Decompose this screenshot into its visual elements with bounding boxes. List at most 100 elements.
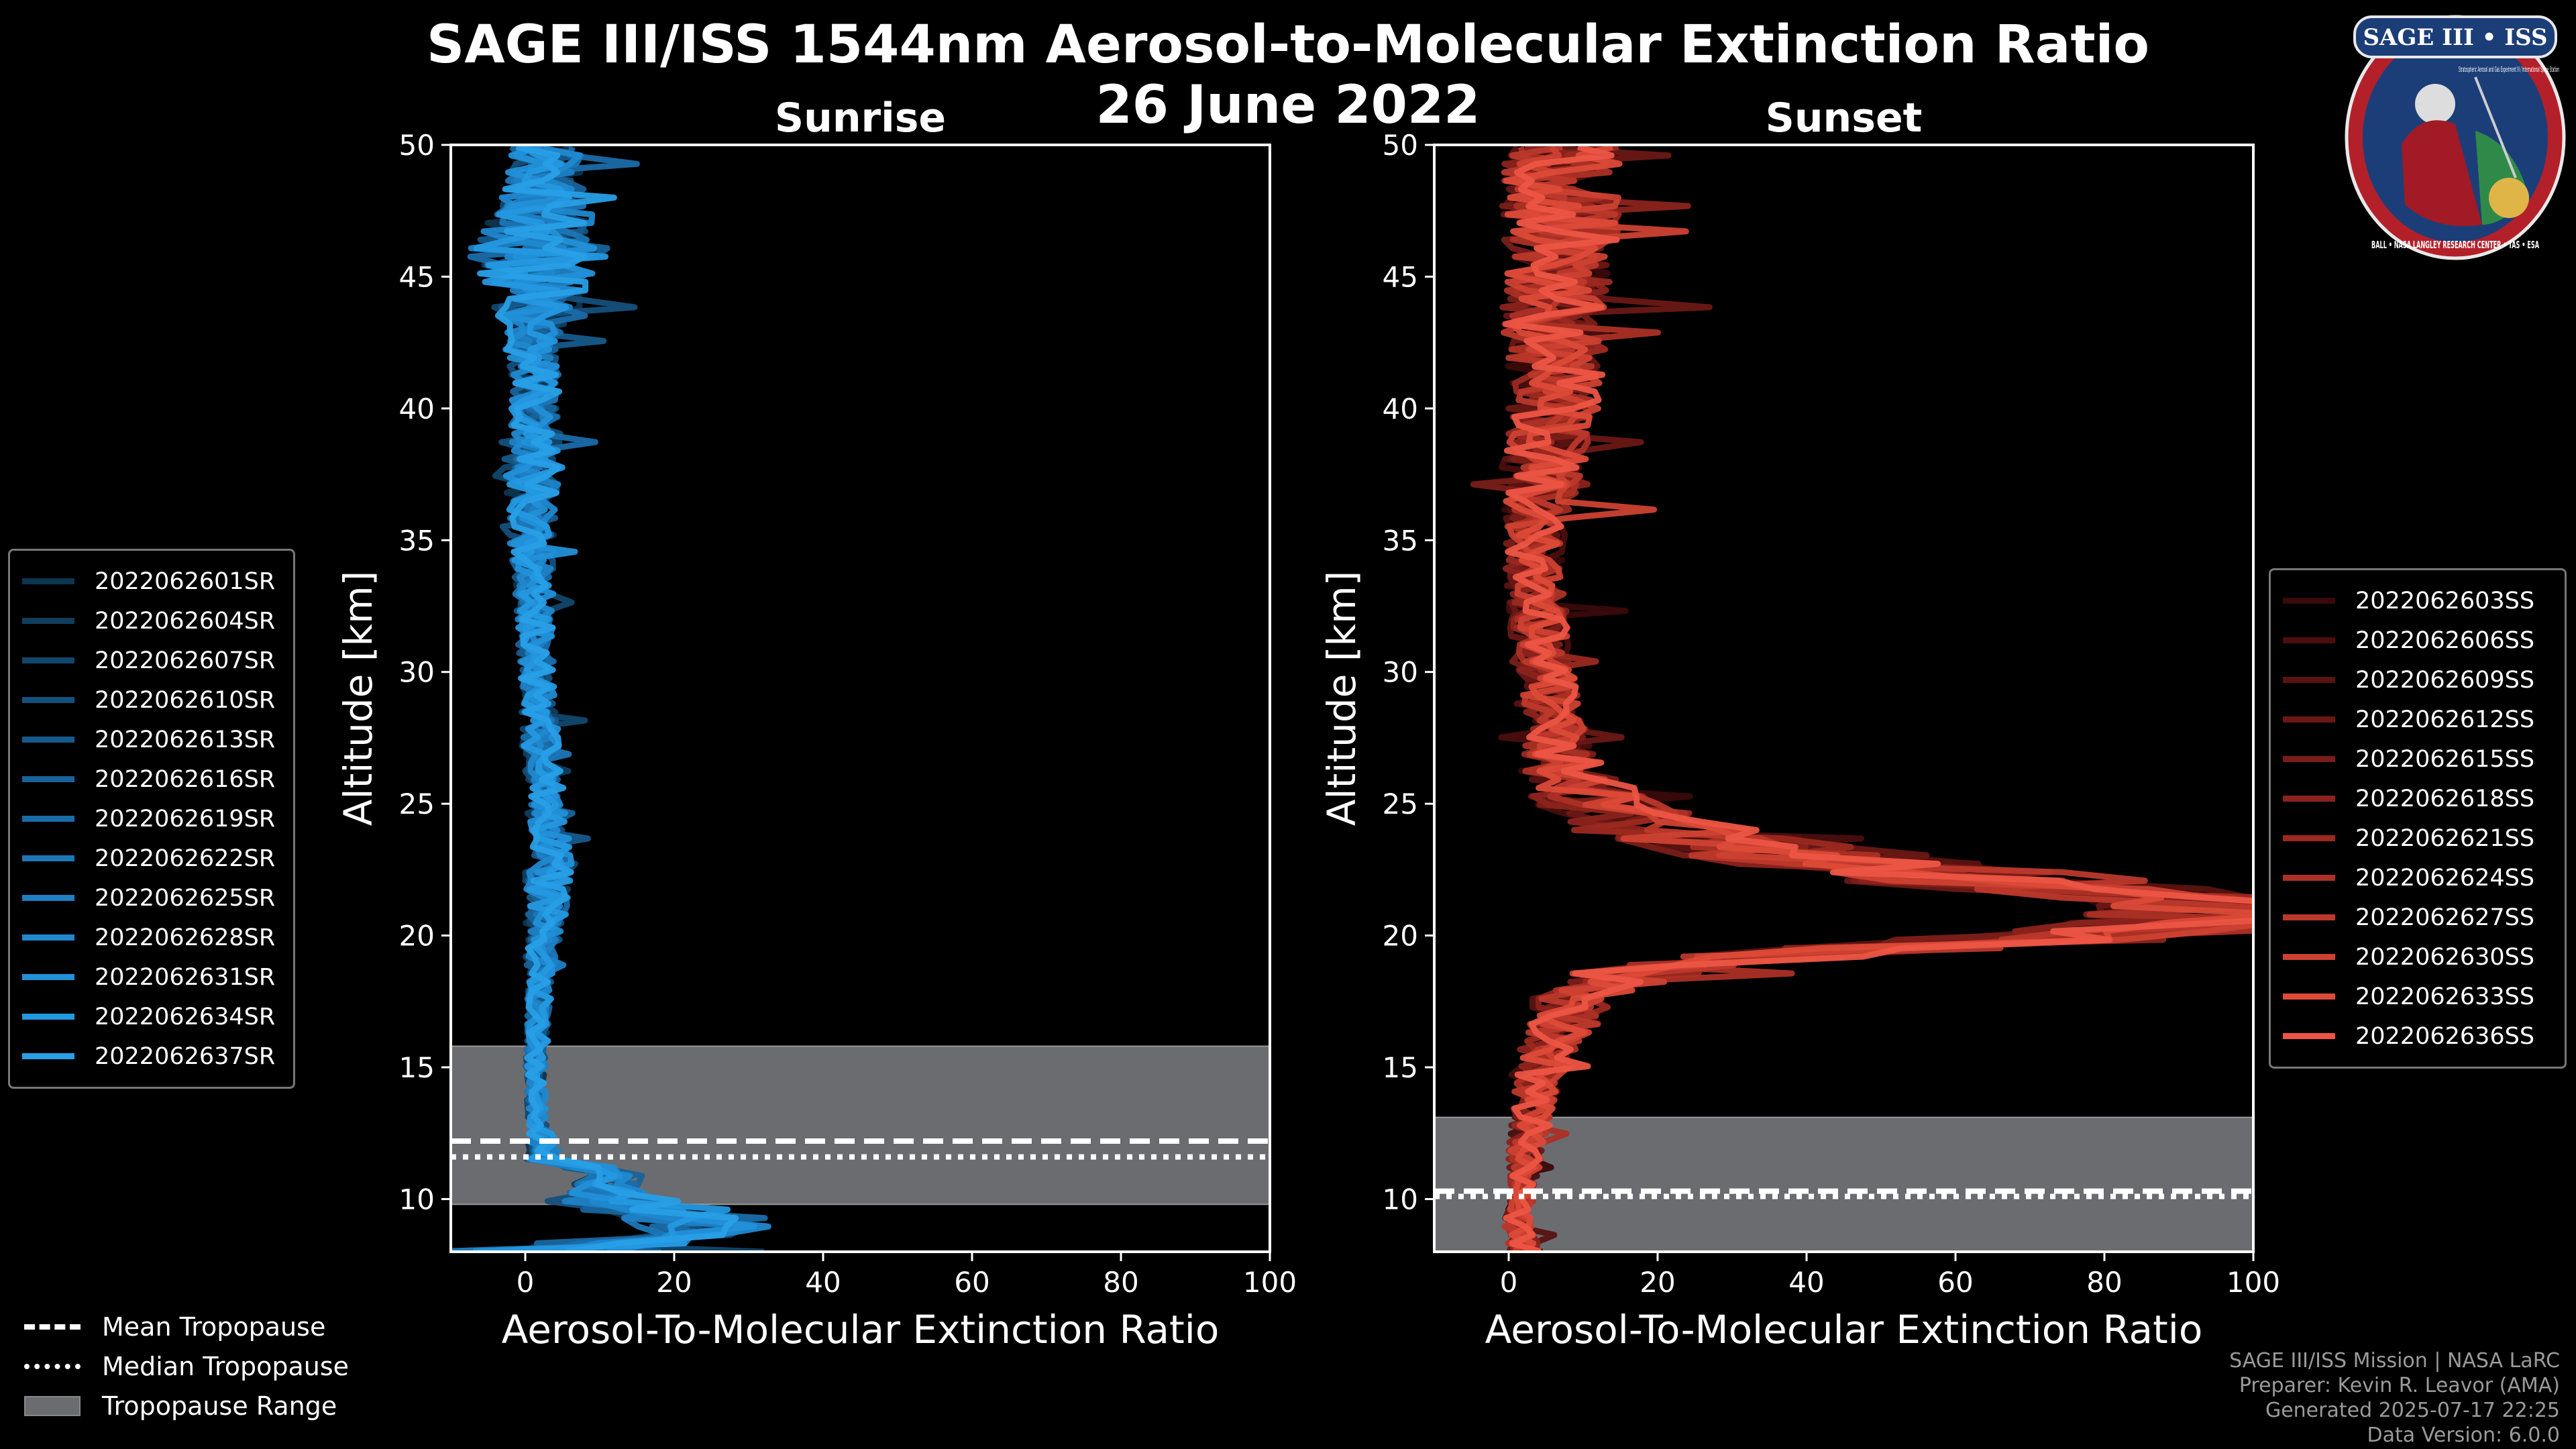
legend-swatch	[22, 618, 74, 624]
x-tick-label: 0	[517, 1266, 535, 1299]
legend-entry: 2022062606SS	[2283, 621, 2553, 660]
legend-label: 2022062627SS	[2355, 904, 2535, 931]
legend-entry: 2022062637SR	[22, 1036, 281, 1076]
legend-swatch	[22, 578, 74, 584]
sunset-legend: 2022062603SS 2022062606SS 2022062609SS 2022…	[2269, 568, 2567, 1069]
legend-swatch	[2283, 994, 2335, 1000]
footer-legend-label: Tropopause Range	[102, 1391, 337, 1421]
legend-entry: 2022062636SS	[2283, 1016, 2553, 1056]
y-tick-label: 35	[399, 524, 435, 557]
legend-swatch	[2283, 598, 2335, 604]
y-axis-label: Altitude [km]	[1319, 571, 1364, 826]
x-tick-label: 80	[2086, 1266, 2122, 1299]
credit-line: SAGE III/ISS Mission | NASA LaRC	[2229, 1349, 2560, 1373]
legend-entry: 2022062601SR	[22, 561, 281, 601]
profile-line-2022062634SR	[473, 145, 731, 1252]
legend-label: 2022062615SS	[2355, 745, 2535, 773]
legend-entry: 2022062607SR	[22, 641, 281, 680]
svg-text:SAGE III • ISS: SAGE III • ISS	[2363, 24, 2547, 51]
legend-entry: 2022062619SR	[22, 799, 281, 839]
y-tick-label: 40	[1383, 392, 1418, 425]
profiles-group	[1470, 145, 2253, 1252]
legend-entry: 2022062613SR	[22, 720, 281, 759]
credit-line: Preparer: Kevin R. Leavor (AMA)	[2239, 1374, 2560, 1397]
legend-swatch	[22, 816, 74, 822]
legend-swatch	[2283, 716, 2335, 722]
legend-swatch	[2283, 637, 2335, 643]
dotted-line-swatch	[24, 1363, 80, 1369]
legend-swatch	[22, 1053, 74, 1059]
x-tick-label: 20	[1640, 1266, 1675, 1299]
legend-label: 2022062618SS	[2355, 785, 2535, 812]
legend-label: 2022062621SS	[2355, 824, 2535, 852]
y-tick-label: 20	[1383, 920, 1418, 953]
legend-label: 2022062636SS	[2355, 1022, 2535, 1050]
y-tick-label: 45	[1383, 260, 1418, 293]
sage-iss-mission-logo: SAGE III • ISS Stratospheric Aerosol and…	[2345, 15, 2566, 260]
legend-label: 2022062634SR	[95, 1003, 276, 1030]
sunrise-legend: 2022062601SR 2022062604SR 2022062607SR 2022…	[8, 549, 295, 1089]
legend-swatch	[2283, 914, 2335, 920]
legend-swatch	[22, 657, 74, 663]
tropopause-range-patch	[1434, 1116, 2254, 1252]
legend-swatch	[2283, 954, 2335, 960]
legend-entry: 2022062621SS	[2283, 818, 2553, 858]
y-tick-label: 50	[1383, 129, 1418, 162]
legend-swatch	[2283, 835, 2335, 841]
x-axis-label: Aerosol-To-Molecular Extinction Ratio	[1485, 1307, 2203, 1352]
chart-subtitle: 26 June 2022	[1095, 75, 1481, 136]
legend-entry: 2022062604SR	[22, 601, 281, 641]
footer-legend-row: Tropopause Range	[24, 1386, 349, 1426]
legend-swatch	[22, 934, 74, 941]
legend-entry: 2022062627SS	[2283, 898, 2553, 937]
legend-swatch	[2283, 677, 2335, 683]
y-tick-label: 30	[399, 656, 435, 689]
legend-entry: 2022062634SR	[22, 997, 281, 1036]
plot-frame	[1433, 144, 2255, 1253]
legend-label: 2022062607SR	[95, 647, 276, 674]
legend-entry: 2022062631SR	[22, 957, 281, 997]
x-tick-label: 100	[1243, 1266, 1297, 1299]
legend-label: 2022062609SS	[2355, 666, 2535, 694]
legend-label: 2022062601SR	[95, 568, 276, 595]
legend-label: 2022062610SR	[95, 686, 276, 714]
y-axis-label: Altitude [km]	[335, 571, 381, 826]
y-tick-label: 10	[399, 1183, 435, 1216]
legend-label: 2022062633SS	[2355, 983, 2535, 1010]
y-tick-label: 15	[1383, 1051, 1418, 1084]
legend-label: 2022062616SR	[95, 765, 276, 793]
legend-entry: 2022062610SR	[22, 680, 281, 720]
panel-title: Sunset	[1766, 95, 1923, 142]
legend-swatch	[22, 697, 74, 703]
tropopause-legend: Mean Tropopause Median Tropopause Tropop…	[24, 1307, 349, 1426]
legend-entry: 2022062609SS	[2283, 660, 2553, 700]
legend-label: 2022062622SR	[95, 845, 276, 872]
legend-entry: 2022062622SR	[22, 839, 281, 878]
x-tick-label: 0	[1500, 1266, 1518, 1299]
svg-text:BALL • NASA LANGLEY RESEARCH C: BALL • NASA LANGLEY RESEARCH CENTER • TA…	[2371, 239, 2539, 251]
y-tick-label: 35	[1383, 524, 1418, 557]
y-tick-label: 25	[1383, 788, 1418, 820]
legend-swatch	[22, 1014, 74, 1020]
legend-entry: 2022062624SS	[2283, 858, 2553, 898]
footer-legend-label: Mean Tropopause	[102, 1311, 326, 1342]
y-tick-label: 20	[399, 920, 435, 953]
footer-legend-row: Mean Tropopause	[24, 1307, 349, 1346]
legend-swatch	[2283, 875, 2335, 881]
legend-swatch	[2283, 756, 2335, 762]
profile-line-2022062612SS	[1500, 145, 2253, 1252]
legend-swatch	[22, 895, 74, 901]
y-tick-label: 25	[399, 788, 435, 820]
x-tick-label: 100	[2226, 1266, 2280, 1299]
x-tick-label: 60	[954, 1266, 989, 1299]
legend-label: 2022062603SS	[2355, 587, 2535, 614]
credits-block: SAGE III/ISS Mission | NASA LaRC Prepare…	[2229, 1348, 2560, 1448]
legend-entry: 2022062616SR	[22, 759, 281, 799]
footer-legend-row: Median Tropopause	[24, 1346, 349, 1386]
profiles-group	[451, 145, 771, 1252]
profile-line-2022062636SS	[1502, 145, 2253, 1252]
y-tick-label: 50	[399, 129, 435, 162]
y-tick-label: 30	[1383, 656, 1418, 689]
legend-swatch	[22, 776, 74, 782]
